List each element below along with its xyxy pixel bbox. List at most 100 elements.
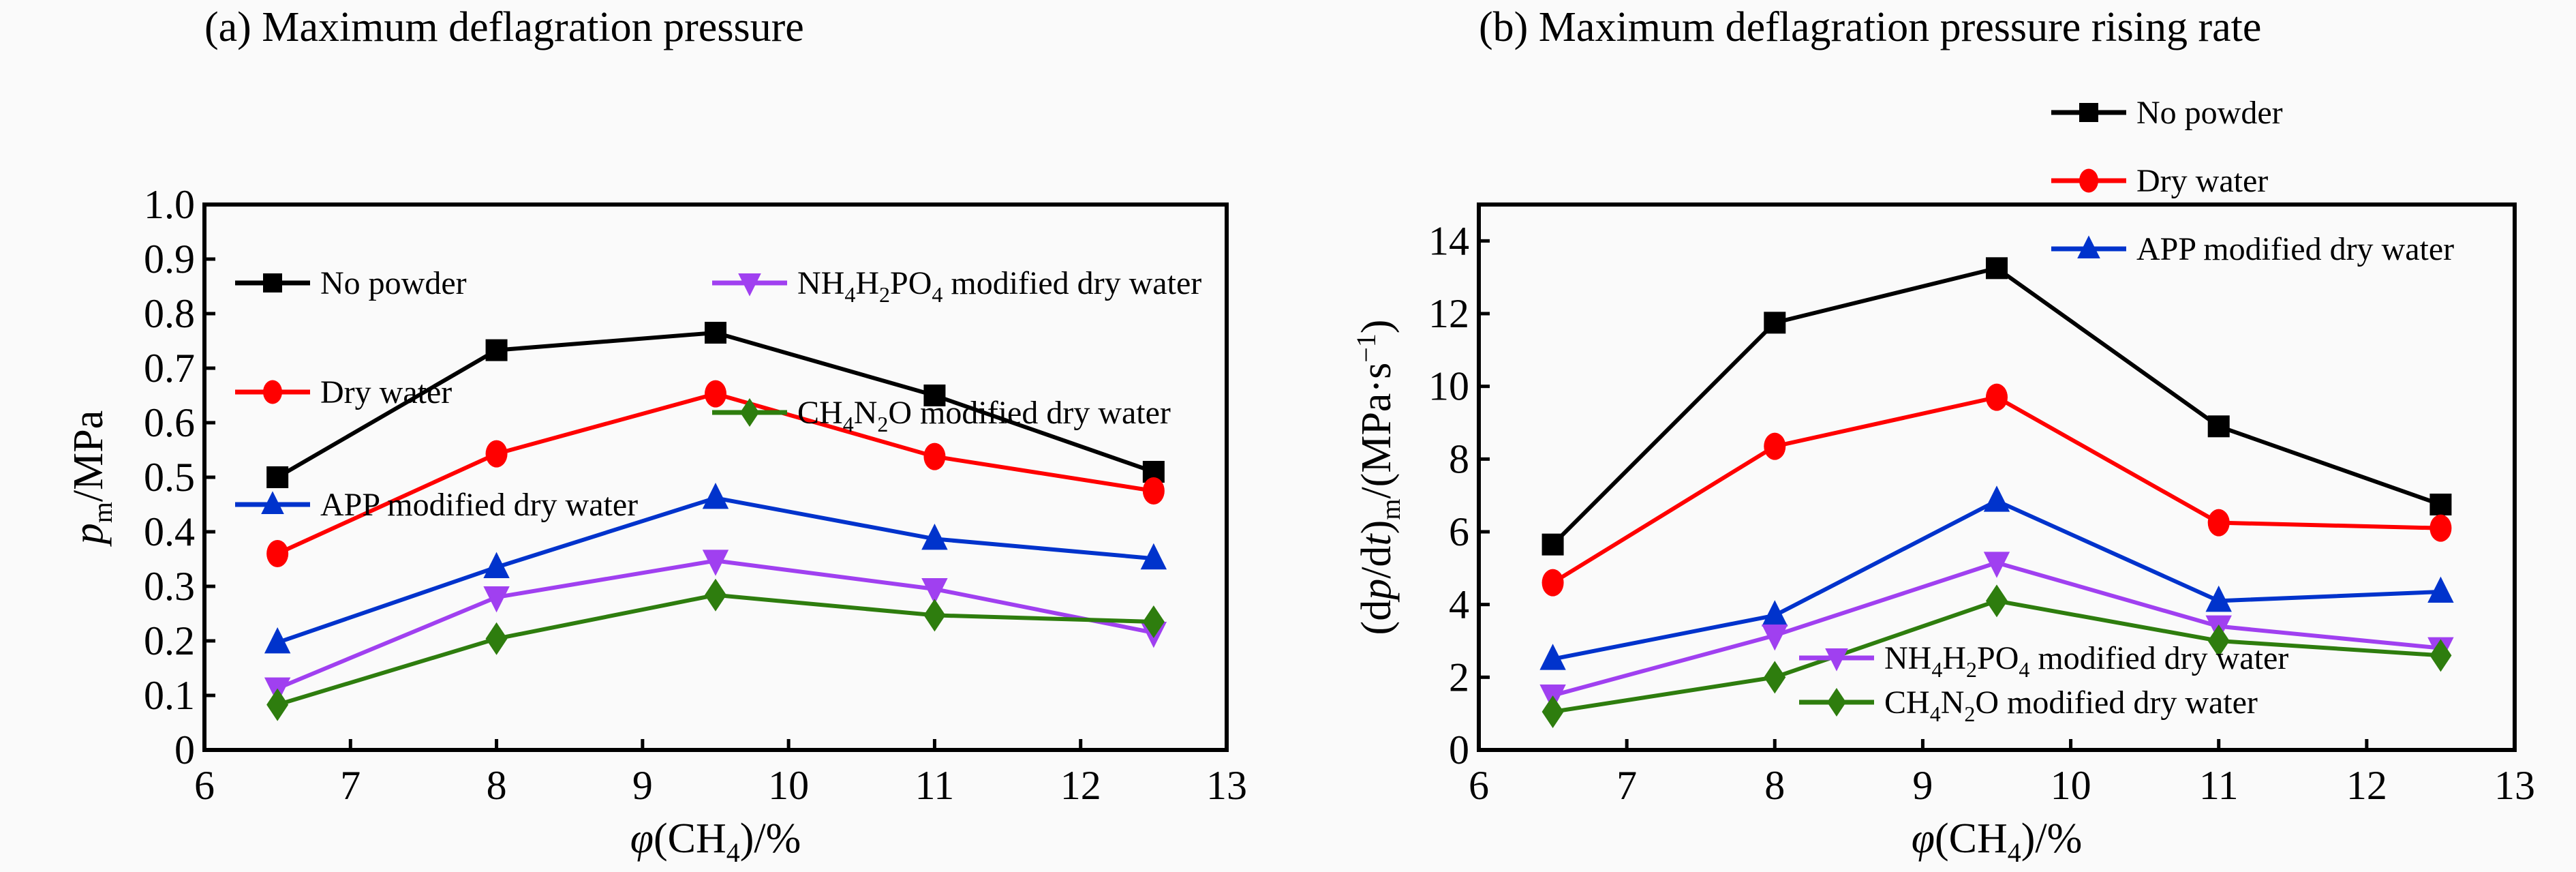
x-tick-label: 6 bbox=[1469, 763, 1489, 808]
x-tick-label: 12 bbox=[2346, 763, 2387, 808]
y-tick-label: 1.0 bbox=[144, 182, 195, 227]
data-point bbox=[483, 552, 510, 578]
data-point bbox=[485, 440, 508, 468]
y-tick-label: 6 bbox=[1449, 509, 1469, 554]
x-tick-label: 10 bbox=[2051, 763, 2091, 808]
data-point bbox=[2427, 576, 2454, 603]
data-point bbox=[1539, 644, 1566, 670]
y-tick-label: 0.2 bbox=[144, 618, 195, 663]
x-tick-label: 10 bbox=[768, 763, 809, 808]
y-tick-label: 14 bbox=[1428, 218, 1469, 263]
data-point bbox=[1140, 543, 1167, 570]
series-ch4n2o-modified-dry-water bbox=[266, 578, 1165, 721]
y-tick-label: 0.9 bbox=[144, 237, 195, 282]
data-point bbox=[2207, 415, 2230, 438]
data-point bbox=[705, 380, 726, 408]
data-point bbox=[702, 550, 729, 576]
series-no-powder bbox=[1542, 257, 2452, 556]
legend-label: APP modified dry water bbox=[2136, 231, 2454, 267]
plot-frame-b bbox=[1477, 202, 2517, 752]
data-point bbox=[1142, 477, 1165, 505]
data-point bbox=[1986, 257, 2008, 280]
legend-label: APP modified dry water bbox=[320, 487, 638, 523]
data-point bbox=[705, 322, 726, 344]
y-tick-label: 12 bbox=[1428, 291, 1469, 336]
legend-label: Dry water bbox=[2136, 163, 2268, 199]
series-dry-water bbox=[266, 380, 1165, 567]
data-point bbox=[923, 385, 946, 406]
x-tick-label: 8 bbox=[1764, 763, 1785, 808]
legend-marker-icon bbox=[2079, 168, 2098, 193]
y-axis-label-a: pm/MPa bbox=[65, 410, 118, 547]
data-point bbox=[1542, 695, 1564, 728]
data-point bbox=[2207, 509, 2230, 537]
legend-label: NH4H2PO4 modified dry water bbox=[797, 265, 1201, 307]
data-point bbox=[1986, 383, 2008, 411]
legend-label: NH4H2PO4 modified dry water bbox=[1884, 640, 2288, 682]
y-tick-label: 0.1 bbox=[144, 673, 195, 718]
legend-marker-icon bbox=[263, 273, 282, 292]
data-point bbox=[921, 578, 948, 605]
legend-b-top: No powder Dry water APP modified dry water bbox=[2051, 95, 2454, 267]
x-axis-label-a: φ(CH4)/% bbox=[630, 815, 801, 868]
y-tick-label: 0.5 bbox=[144, 455, 195, 500]
data-point bbox=[1986, 584, 2008, 618]
chart-title-b: (b) Maximum deflagration pressure rising… bbox=[1479, 4, 2261, 50]
legend-marker-icon bbox=[263, 380, 282, 404]
data-point bbox=[264, 627, 291, 654]
series-app-modified-dry-water bbox=[1539, 485, 2454, 670]
x-tick-label: 11 bbox=[2199, 763, 2239, 808]
legend-a: No powder Dry water APP modified dry water… bbox=[235, 265, 1201, 523]
y-tick-label: 2 bbox=[1449, 655, 1469, 700]
data-point bbox=[266, 688, 289, 721]
data-point bbox=[1764, 312, 1786, 334]
y-tick-label: 0.7 bbox=[144, 346, 195, 391]
legend-label: CH4N2O modified dry water bbox=[797, 395, 1171, 436]
data-point bbox=[1764, 661, 1786, 694]
data-point bbox=[485, 339, 508, 361]
data-point bbox=[2429, 494, 2452, 515]
series-dry-water bbox=[1542, 383, 2452, 597]
y-tick-label: 0.6 bbox=[144, 400, 195, 445]
data-point bbox=[2205, 585, 2232, 612]
x-ticks-a: 6 7 8 9 10 11 12 13 bbox=[194, 739, 1247, 808]
data-point bbox=[1542, 569, 1564, 597]
panel-a: (a) Maximum deflagration pressure 0 0.1 0.… bbox=[65, 4, 1247, 868]
data-point bbox=[483, 586, 510, 613]
data-point bbox=[1142, 605, 1165, 638]
x-tick-label: 13 bbox=[2494, 763, 2535, 808]
legend-label: No powder bbox=[2136, 95, 2283, 131]
x-tick-label: 9 bbox=[632, 763, 653, 808]
y-tick-label: 0.3 bbox=[144, 564, 195, 609]
data-point bbox=[921, 524, 948, 550]
x-tick-label: 7 bbox=[1616, 763, 1637, 808]
legend-label: Dry water bbox=[320, 374, 452, 410]
data-point bbox=[1762, 625, 1788, 651]
legend-marker-icon bbox=[2079, 103, 2098, 122]
chart-title-a: (a) Maximum deflagration pressure bbox=[204, 4, 804, 50]
legend-marker-icon bbox=[738, 273, 761, 297]
x-tick-label: 12 bbox=[1060, 763, 1101, 808]
data-point bbox=[266, 540, 289, 567]
y-tick-label: 0.8 bbox=[144, 291, 195, 336]
data-point bbox=[705, 578, 726, 612]
legend-marker-icon bbox=[2077, 235, 2100, 258]
y-axis-label-b: (dp/dt)m/(MPa·s−1) bbox=[1351, 320, 1406, 635]
y-tick-label: 10 bbox=[1428, 364, 1469, 409]
data-point bbox=[1983, 552, 2010, 578]
x-tick-label: 8 bbox=[487, 763, 507, 808]
data-point bbox=[1764, 432, 1786, 460]
data-point bbox=[1542, 533, 1564, 556]
data-point bbox=[2207, 625, 2230, 657]
legend-label: No powder bbox=[320, 265, 467, 301]
y-tick-label: 0 bbox=[174, 727, 195, 772]
x-tick-label: 11 bbox=[915, 763, 955, 808]
data-point bbox=[2429, 639, 2452, 672]
y-tick-label: 8 bbox=[1449, 436, 1469, 481]
x-tick-label: 9 bbox=[1912, 763, 1933, 808]
series-line bbox=[277, 592, 1154, 707]
data-point bbox=[2429, 514, 2452, 542]
legend-label: CH4N2O modified dry water bbox=[1884, 685, 2258, 726]
legend-marker-icon bbox=[740, 398, 759, 427]
